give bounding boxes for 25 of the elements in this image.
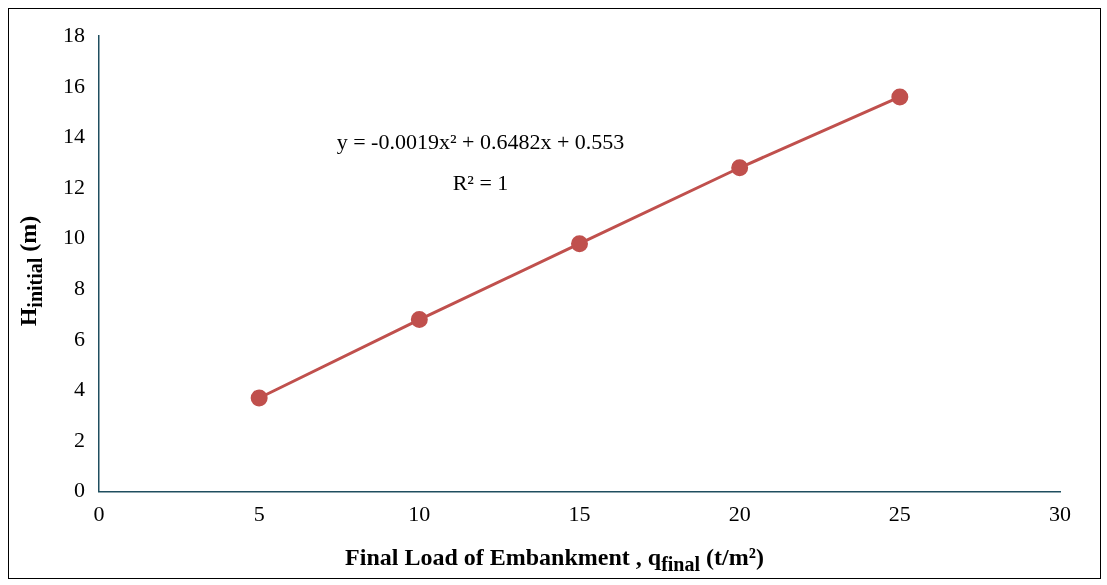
x-tick-label: 10 [408, 500, 431, 526]
y-tick-label: 18 [63, 21, 85, 47]
y-tick-label: 14 [63, 123, 85, 149]
y-tick-label: 0 [74, 477, 85, 503]
y-tick-label: 2 [74, 426, 85, 452]
y-tick-label: 6 [74, 325, 85, 351]
y-tick-label: 16 [63, 72, 85, 98]
annotation: y = -0.0019x² + 0.6482x + 0.553 [336, 129, 625, 155]
point [731, 159, 749, 177]
x-axis-title: Final Load of Embankment , q$_{final}$ (t/m²) [344, 544, 765, 576]
y-tick-label: 8 [74, 274, 85, 300]
point [571, 235, 588, 253]
x-tick-label: 20 [728, 500, 751, 526]
y-tick-label: 12 [63, 173, 85, 199]
point [250, 389, 268, 407]
point [410, 311, 428, 329]
x-tick-label: 15 [568, 500, 591, 526]
x-tick-label: 0 [93, 500, 105, 526]
y-tick-label: 10 [63, 224, 85, 250]
annotation: R² = 1 [452, 170, 509, 196]
x-tick-label: 25 [888, 500, 911, 526]
x-tick-label: 5 [253, 500, 265, 526]
y-tick-label: 4 [74, 376, 85, 402]
point [891, 88, 909, 106]
x-tick-label: 30 [1049, 500, 1071, 526]
